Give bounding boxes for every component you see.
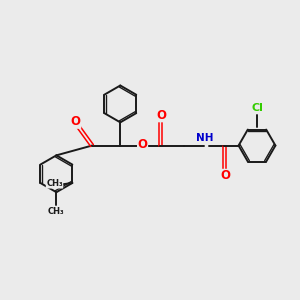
Text: O: O xyxy=(156,109,166,122)
Text: CH₃: CH₃ xyxy=(48,207,65,216)
Text: CH₃: CH₃ xyxy=(46,179,63,188)
Text: NH: NH xyxy=(196,133,214,142)
Text: O: O xyxy=(71,115,81,128)
Text: Cl: Cl xyxy=(251,103,263,113)
Text: O: O xyxy=(138,138,148,151)
Text: O: O xyxy=(220,169,230,182)
